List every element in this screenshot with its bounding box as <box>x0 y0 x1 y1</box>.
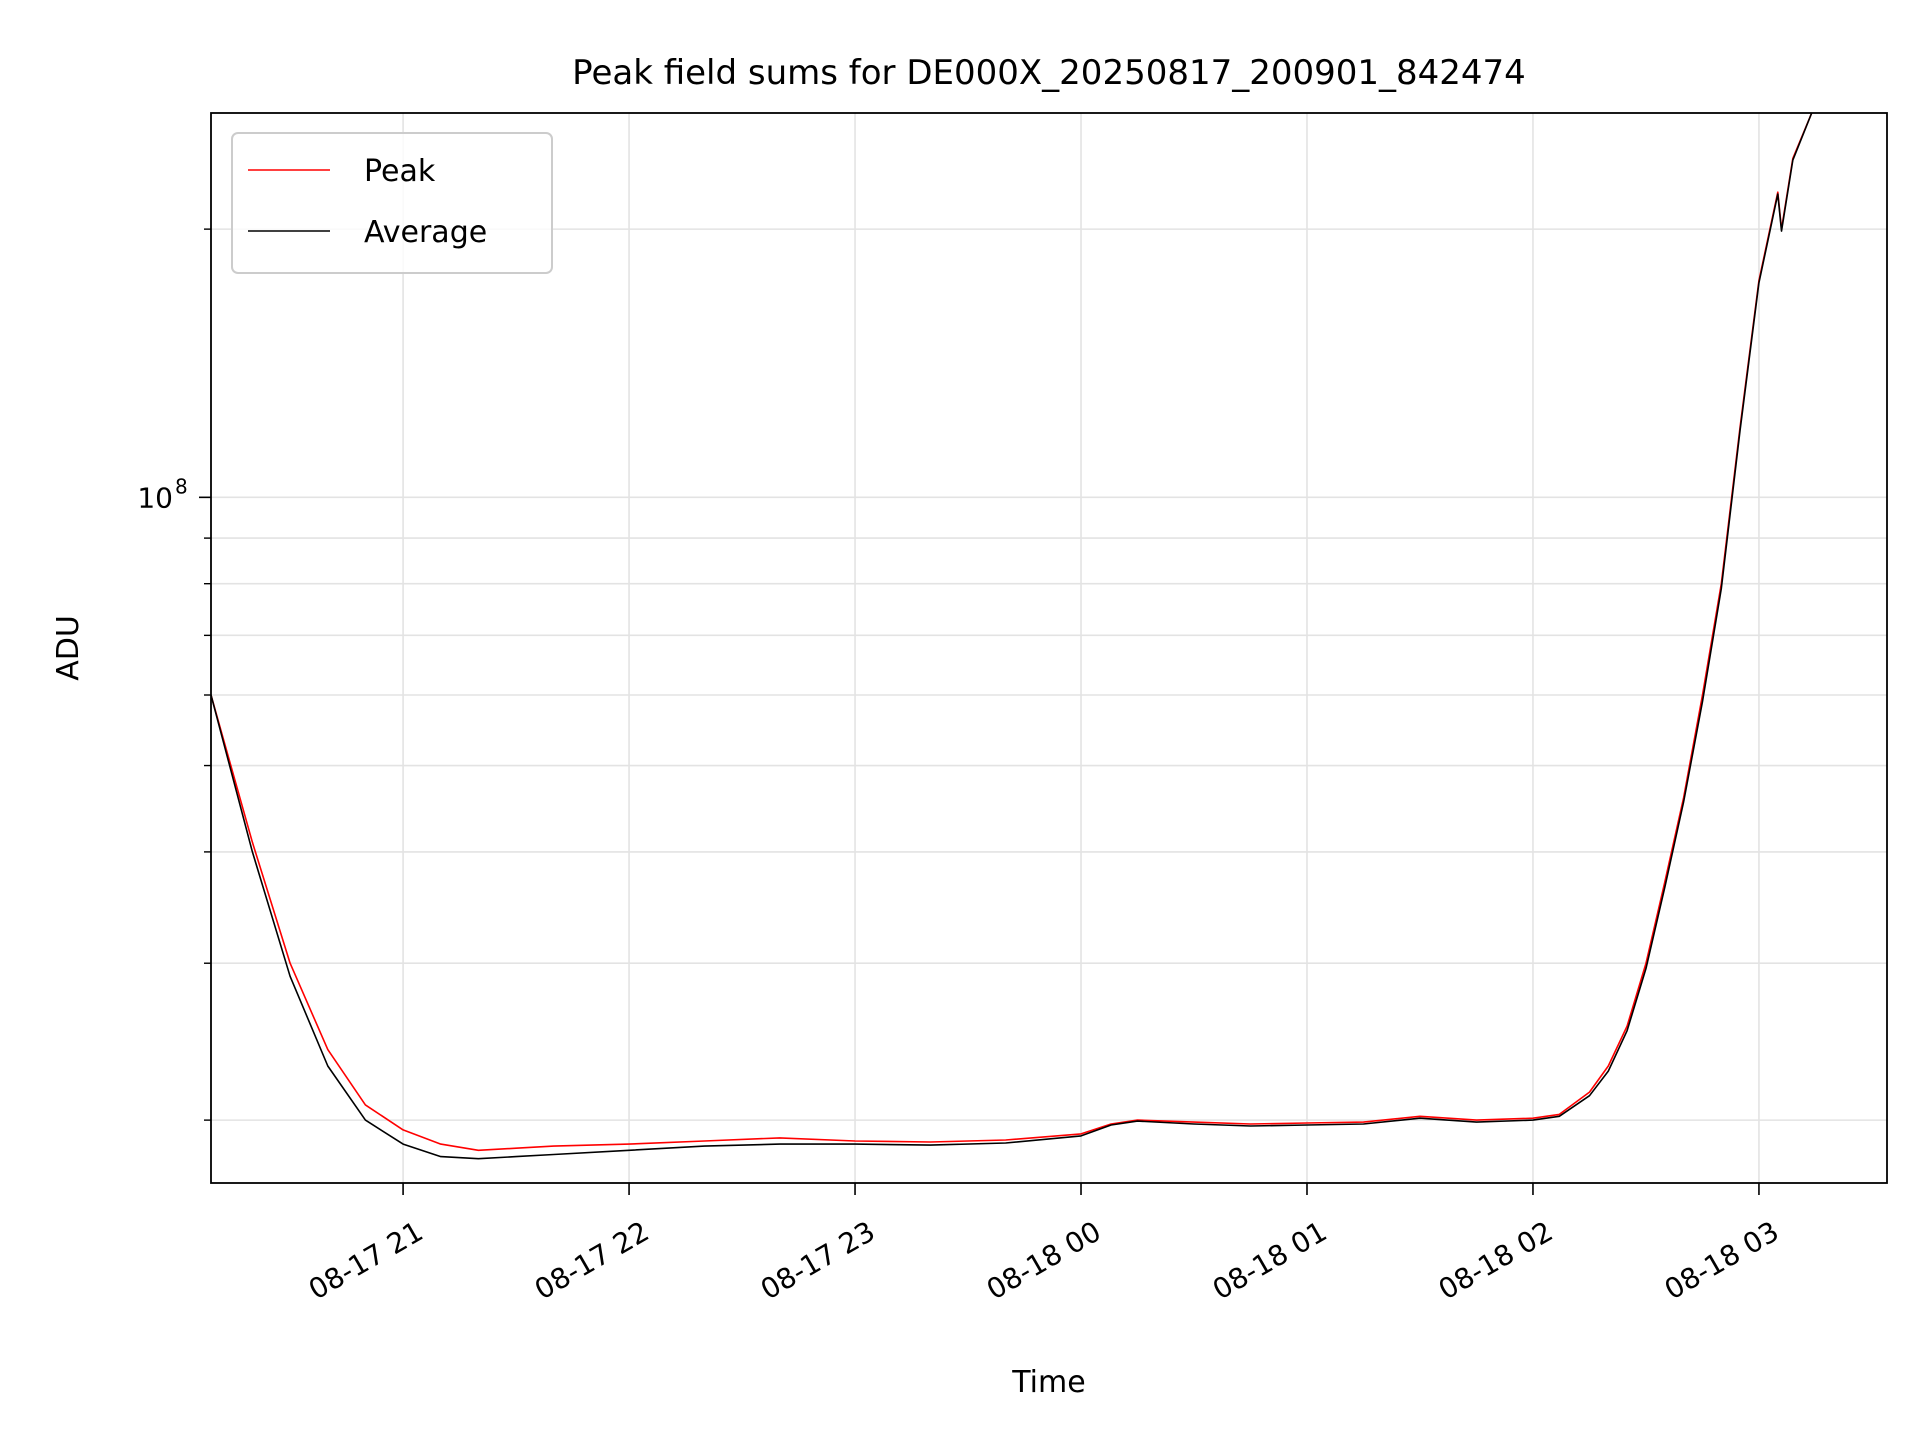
y-axis-label: ADU <box>51 615 86 681</box>
chart-title: Peak field sums for DE000X_20250817_2009… <box>572 53 1526 93</box>
legend-label-peak: Peak <box>364 154 436 189</box>
y-tick-label: 10 <box>137 481 173 514</box>
series-line-average <box>211 113 1813 1160</box>
series-layer <box>211 113 1813 1160</box>
plot-frame <box>210 112 1888 1184</box>
series-line-peak <box>211 113 1813 1152</box>
legend-box <box>231 132 553 274</box>
x-axis-label: Time <box>1011 1365 1085 1400</box>
legend-label-average: Average <box>364 215 487 250</box>
legend: Peak Average <box>231 132 553 274</box>
y-tick-label-exponent: 8 <box>175 474 188 498</box>
grid-layer <box>211 113 1887 1183</box>
